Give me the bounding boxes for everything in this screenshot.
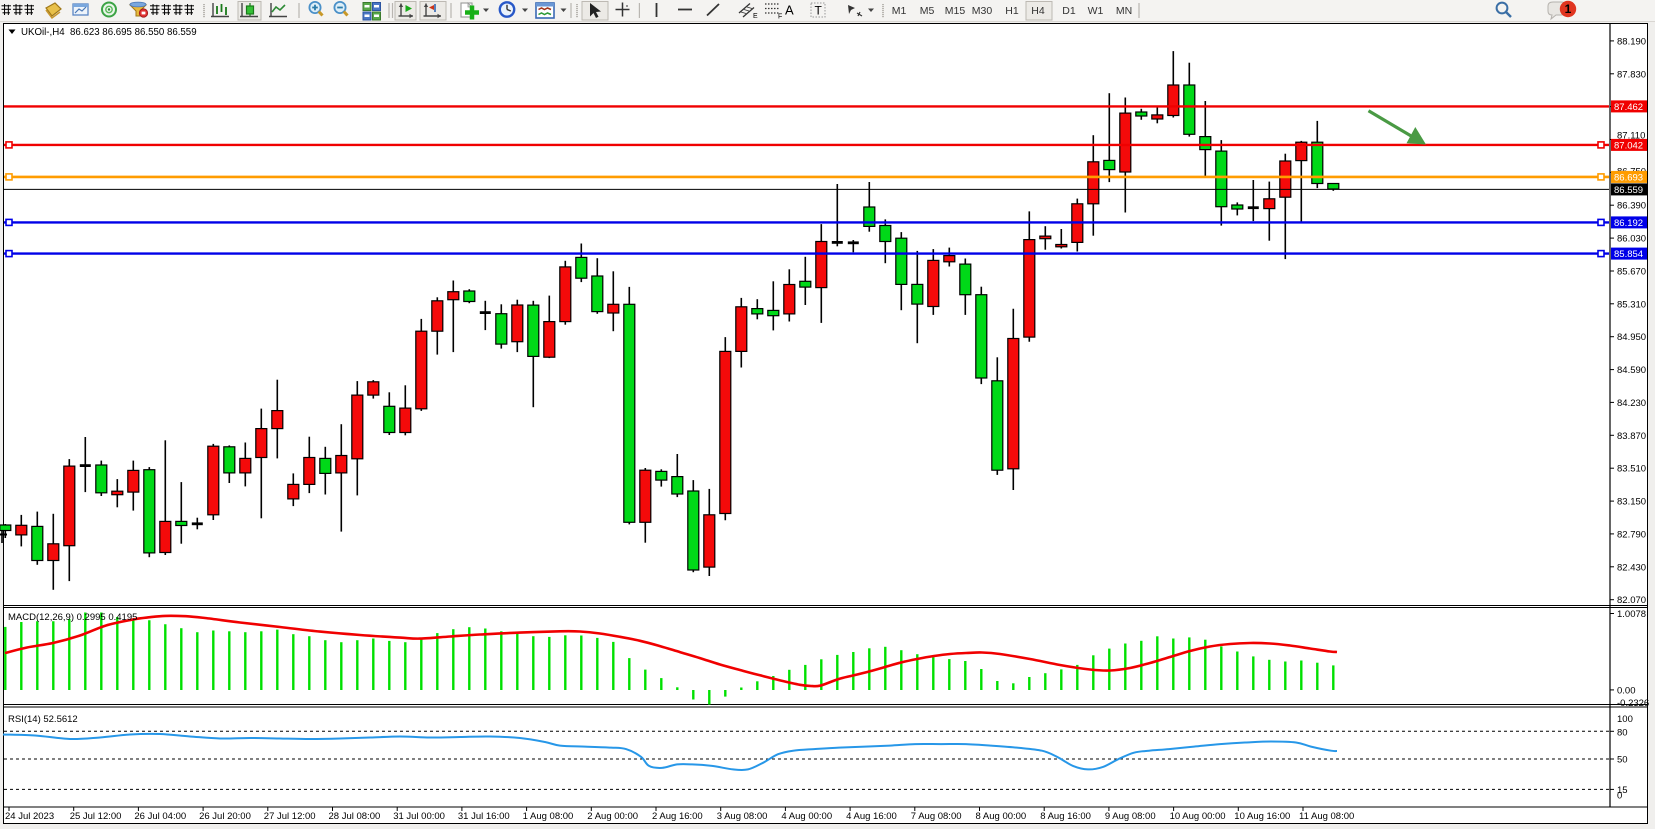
- svg-text:15: 15: [1617, 785, 1628, 796]
- svg-text:50: 50: [1617, 755, 1628, 766]
- svg-text:25 Jul 12:00: 25 Jul 12:00: [70, 811, 122, 822]
- svg-text:MN: MN: [1116, 5, 1132, 17]
- svg-text:11 Aug 08:00: 11 Aug 08:00: [1299, 811, 1354, 822]
- svg-text:84.230: 84.230: [1617, 398, 1646, 409]
- svg-text:86.030: 86.030: [1617, 234, 1646, 245]
- svg-text:83.510: 83.510: [1617, 464, 1646, 475]
- svg-text:MACD(12,26,9) 0.2995 0.4195: MACD(12,26,9) 0.2995 0.4195: [8, 612, 137, 623]
- svg-text:E: E: [753, 13, 758, 20]
- svg-text:27 Jul 12:00: 27 Jul 12:00: [264, 811, 316, 822]
- svg-text:82.070: 82.070: [1617, 595, 1646, 606]
- svg-text:UKOil-,H4 86.623 86.695 86.55: UKOil-,H4 86.623 86.695 86.550 86.559: [21, 27, 197, 38]
- svg-text:4 Aug 16:00: 4 Aug 16:00: [846, 811, 897, 822]
- svg-text:H1: H1: [1005, 5, 1019, 17]
- svg-text:D1: D1: [1062, 5, 1076, 17]
- svg-text:10 Aug 16:00: 10 Aug 16:00: [1234, 811, 1290, 822]
- svg-text:7 Aug 08:00: 7 Aug 08:00: [911, 811, 962, 822]
- svg-text:10 Aug 00:00: 10 Aug 00:00: [1170, 811, 1226, 822]
- svg-text:87.830: 87.830: [1617, 69, 1646, 80]
- svg-text:85.670: 85.670: [1617, 267, 1646, 278]
- svg-text:9 Aug 08:00: 9 Aug 08:00: [1105, 811, 1156, 822]
- svg-text:31 Jul 16:00: 31 Jul 16:00: [458, 811, 510, 822]
- svg-text:3 Aug 08:00: 3 Aug 08:00: [717, 811, 768, 822]
- svg-text:88.190: 88.190: [1617, 36, 1646, 47]
- svg-text:85.854: 85.854: [1614, 249, 1643, 260]
- svg-text:24 Jul 2023: 24 Jul 2023: [5, 811, 54, 822]
- svg-text:83.870: 83.870: [1617, 431, 1646, 442]
- svg-text:84.950: 84.950: [1617, 332, 1646, 343]
- svg-text:RSI(14) 52.5612: RSI(14) 52.5612: [8, 714, 78, 725]
- svg-text:4 Aug 00:00: 4 Aug 00:00: [781, 811, 832, 822]
- svg-text:26 Jul 04:00: 26 Jul 04:00: [134, 811, 186, 822]
- svg-text:28 Jul 08:00: 28 Jul 08:00: [329, 811, 381, 822]
- svg-text:86.559: 86.559: [1614, 185, 1643, 196]
- svg-text:86.390: 86.390: [1617, 201, 1646, 212]
- svg-text:31 Jul 00:00: 31 Jul 00:00: [393, 811, 445, 822]
- svg-text:84.590: 84.590: [1617, 365, 1646, 376]
- svg-text:86.192: 86.192: [1614, 218, 1643, 229]
- svg-text:1: 1: [1565, 2, 1572, 16]
- svg-text:M30: M30: [972, 5, 993, 17]
- svg-text:85.310: 85.310: [1617, 299, 1646, 310]
- svg-text:8 Aug 00:00: 8 Aug 00:00: [976, 811, 1027, 822]
- svg-text:-0.2326: -0.2326: [1617, 698, 1649, 709]
- svg-text:M15: M15: [945, 5, 966, 17]
- svg-text:T: T: [815, 4, 823, 18]
- svg-text:2 Aug 00:00: 2 Aug 00:00: [587, 811, 638, 822]
- svg-text:8 Aug 16:00: 8 Aug 16:00: [1040, 811, 1091, 822]
- svg-text:26 Jul 20:00: 26 Jul 20:00: [199, 811, 251, 822]
- svg-text:M5: M5: [920, 5, 935, 17]
- svg-text:M1: M1: [892, 5, 907, 17]
- svg-text:1 Aug 08:00: 1 Aug 08:00: [523, 811, 574, 822]
- svg-text:A: A: [785, 3, 794, 18]
- svg-text:0: 0: [1617, 790, 1622, 801]
- svg-text:87.042: 87.042: [1614, 140, 1643, 151]
- svg-text:80: 80: [1617, 728, 1628, 739]
- svg-text:87.462: 87.462: [1614, 102, 1643, 113]
- svg-text:H4: H4: [1031, 5, 1045, 17]
- svg-text:83.150: 83.150: [1617, 497, 1646, 508]
- svg-text:F: F: [778, 14, 782, 21]
- svg-text:W1: W1: [1088, 5, 1104, 17]
- svg-text:82.430: 82.430: [1617, 562, 1646, 573]
- svg-text:100: 100: [1617, 714, 1633, 725]
- svg-text:0.00: 0.00: [1617, 685, 1636, 696]
- svg-text:86.693: 86.693: [1614, 172, 1643, 183]
- svg-text:87.110: 87.110: [1617, 131, 1645, 142]
- svg-text:2 Aug 16:00: 2 Aug 16:00: [652, 811, 703, 822]
- svg-text:82.790: 82.790: [1617, 529, 1646, 540]
- svg-text:1.0078: 1.0078: [1617, 609, 1646, 620]
